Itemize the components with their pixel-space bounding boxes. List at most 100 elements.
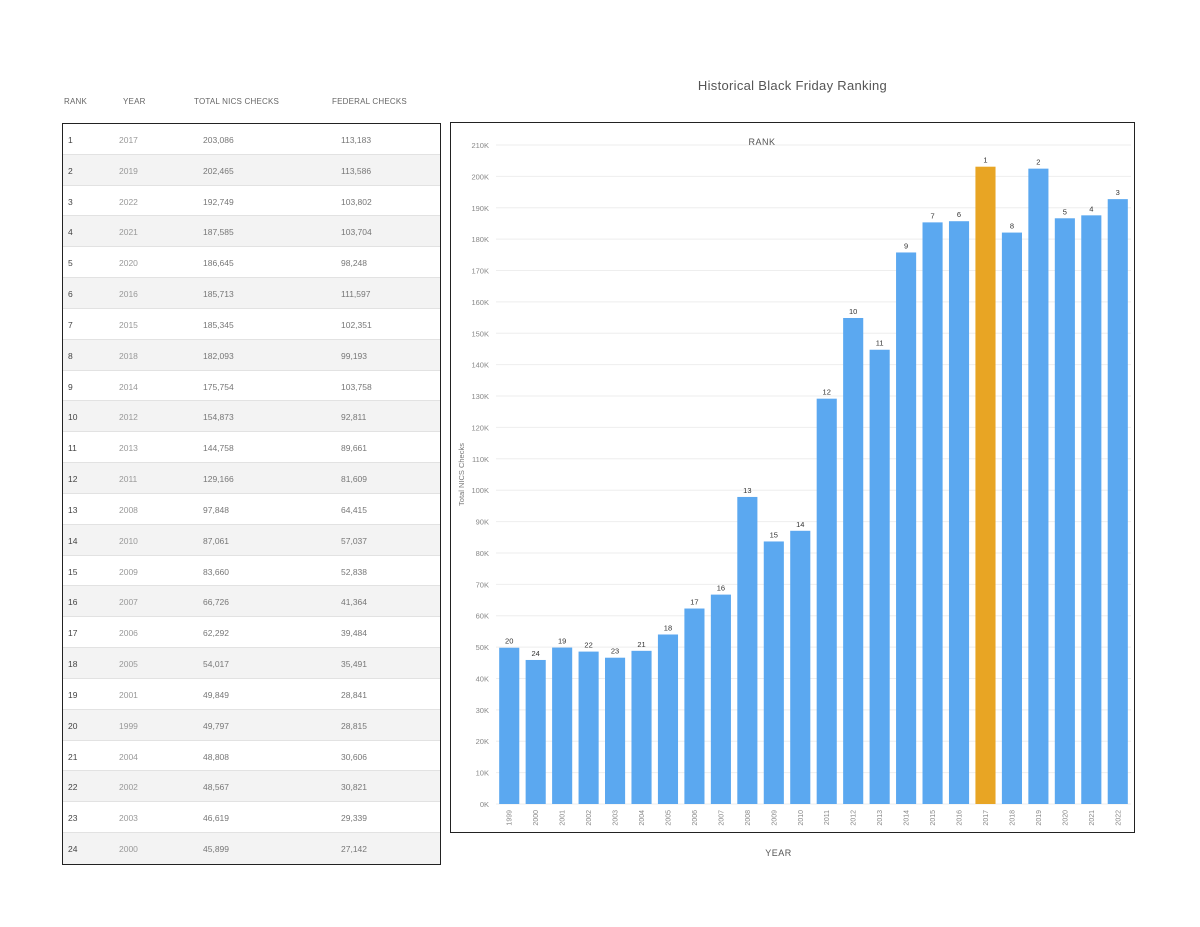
data-label: 24 xyxy=(532,649,540,658)
data-label: 14 xyxy=(796,520,804,529)
cell-year: 2014 xyxy=(119,381,138,392)
cell-total-nics: 66,726 xyxy=(203,597,229,608)
cell-federal: 27,142 xyxy=(341,844,367,855)
cell-total-nics: 192,749 xyxy=(203,196,234,207)
cell-year: 2016 xyxy=(119,289,138,300)
cell-federal: 103,704 xyxy=(341,227,372,238)
cell-total-nics: 175,754 xyxy=(203,381,234,392)
y-tick-label: 150K xyxy=(471,329,489,338)
chart-title: Historical Black Friday Ranking xyxy=(697,78,888,93)
cell-total-nics: 187,585 xyxy=(203,227,234,238)
cell-federal: 111,597 xyxy=(341,289,371,300)
y-tick-label: 30K xyxy=(476,706,489,715)
data-label: 20 xyxy=(505,637,513,646)
cell-total-nics: 48,808 xyxy=(203,751,229,762)
cell-total-nics: 202,465 xyxy=(203,165,234,176)
cell-total-nics: 54,017 xyxy=(203,659,229,670)
table-row: 19 2001 49,849 28,841 xyxy=(63,679,440,710)
cell-rank: 12 xyxy=(68,474,78,485)
cell-year: 2011 xyxy=(119,474,138,485)
data-label: 10 xyxy=(849,307,857,316)
data-label: 22 xyxy=(584,641,592,650)
header-federal-checks: FEDERAL CHECKS xyxy=(332,97,407,106)
x-tick-label: 2003 xyxy=(613,810,620,826)
table-row: 20 1999 49,797 28,815 xyxy=(63,709,440,741)
cell-federal: 28,841 xyxy=(341,689,367,700)
x-tick-label: 2008 xyxy=(745,810,752,826)
cell-rank: 2 xyxy=(68,165,73,176)
data-label: 1 xyxy=(983,156,987,165)
bar-chart: 0K10K20K30K40K50K60K70K80K90K100K110K120… xyxy=(457,137,1131,826)
cell-year: 2002 xyxy=(119,782,138,793)
bar-2019 xyxy=(1028,168,1049,805)
cell-year: 2017 xyxy=(119,135,138,145)
x-axis-title: YEAR xyxy=(765,848,792,858)
y-tick-label: 210K xyxy=(471,141,489,150)
cell-federal: 81,609 xyxy=(341,474,367,485)
cell-rank: 8 xyxy=(68,350,73,361)
bar-2007 xyxy=(710,594,731,804)
data-label: 19 xyxy=(558,637,566,646)
x-tick-label: 2015 xyxy=(930,810,937,826)
bar-2014 xyxy=(896,252,917,804)
cell-rank: 16 xyxy=(68,597,78,608)
bar-2004 xyxy=(631,650,652,804)
bar-2020 xyxy=(1054,218,1075,804)
cell-federal: 39,484 xyxy=(341,628,367,639)
y-tick-label: 120K xyxy=(471,423,489,432)
cell-federal: 28,815 xyxy=(341,720,367,731)
data-label: 23 xyxy=(611,647,619,656)
cell-federal: 102,351 xyxy=(341,319,372,330)
x-tick-label: 2011 xyxy=(824,810,831,825)
bar-2003 xyxy=(605,657,626,804)
table-row: 5 2020 186,645 98,248 xyxy=(63,247,440,279)
header-total-nics-checks: TOTAL NICS CHECKS xyxy=(194,97,280,106)
x-tick-label: 2001 xyxy=(560,810,567,826)
cell-rank: 24 xyxy=(68,844,78,855)
cell-rank: 22 xyxy=(68,782,78,793)
cell-total-nics: 45,899 xyxy=(203,844,229,855)
bar-2006 xyxy=(684,608,705,804)
cell-federal: 35,491 xyxy=(341,659,367,670)
cell-year: 2021 xyxy=(119,227,138,238)
table-row: 7 2015 185,345 102,351 xyxy=(63,309,440,340)
cell-total-nics: 48,567 xyxy=(203,782,229,793)
table-row: 14 2010 87,061 57,037 xyxy=(63,524,440,556)
header-year: YEAR xyxy=(123,97,146,106)
y-tick-label: 20K xyxy=(476,737,489,746)
x-tick-label: 2021 xyxy=(1089,810,1096,826)
cell-year: 2003 xyxy=(119,813,138,824)
cell-rank: 19 xyxy=(68,689,78,700)
x-tick-label: 2002 xyxy=(586,810,593,826)
cell-year: 2020 xyxy=(119,258,138,269)
bar-2021 xyxy=(1081,215,1102,805)
y-tick-label: 130K xyxy=(471,392,489,401)
cell-federal: 29,339 xyxy=(341,813,367,824)
y-tick-label: 100K xyxy=(471,486,489,495)
x-tick-label: 2007 xyxy=(718,810,725,826)
x-tick-label: 2006 xyxy=(692,810,699,826)
x-tick-label: 2022 xyxy=(1115,810,1122,826)
cell-rank: 6 xyxy=(68,289,73,300)
bar-2011 xyxy=(816,398,837,804)
cell-rank: 10 xyxy=(68,412,78,423)
cell-year: 2004 xyxy=(119,751,138,762)
cell-total-nics: 49,849 xyxy=(203,689,229,700)
y-tick-label: 60K xyxy=(476,612,489,621)
data-label: 11 xyxy=(876,339,884,348)
cell-year: 2005 xyxy=(119,659,138,670)
chart-frame: 0K 10K 20K 30K 40K 50K 60K 70K 80K 90K 100K 110K 120… xyxy=(450,122,1135,833)
y-tick-label: 200K xyxy=(471,172,489,181)
cell-year: 2009 xyxy=(119,566,138,577)
bar-2013 xyxy=(869,349,890,804)
cell-rank: 5 xyxy=(68,258,73,269)
cell-year: 2010 xyxy=(119,535,138,546)
table-row: 2 2019 202,465 113,586 xyxy=(63,154,440,186)
cell-federal: 113,183 xyxy=(341,135,372,145)
cell-rank: 15 xyxy=(68,566,78,577)
cell-federal: 30,606 xyxy=(341,751,367,762)
cell-federal: 99,193 xyxy=(341,350,367,361)
cell-federal: 98,248 xyxy=(341,258,367,269)
cell-federal: 30,821 xyxy=(341,782,367,793)
cell-year: 2019 xyxy=(119,165,138,176)
